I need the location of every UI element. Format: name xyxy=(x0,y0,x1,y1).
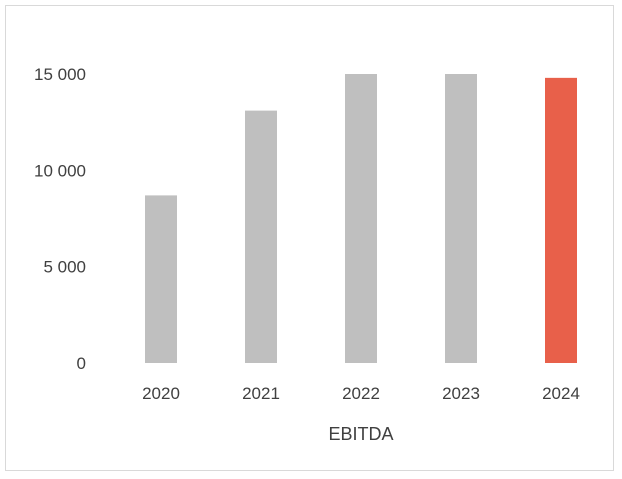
x-tick-label: 2023 xyxy=(442,384,480,403)
bar-2023 xyxy=(445,74,477,363)
y-tick-label: 0 xyxy=(77,354,86,373)
x-axis-label: EBITDA xyxy=(328,424,393,444)
bar-2024 xyxy=(545,77,577,363)
chart-frame xyxy=(5,5,614,471)
bar-2020 xyxy=(145,195,177,363)
y-tick-label: 15 000 xyxy=(34,65,86,84)
bars-group xyxy=(145,74,577,364)
y-axis-ticks: 0 5 000 10 000 15 000 xyxy=(34,65,86,373)
y-tick-label: 5 000 xyxy=(43,258,86,277)
bar-2021 xyxy=(245,110,277,364)
bar-2022 xyxy=(345,74,377,363)
x-tick-label: 2024 xyxy=(542,384,580,403)
x-tick-label: 2020 xyxy=(142,384,180,403)
x-tick-label: 2022 xyxy=(342,384,380,403)
x-axis-ticks: 2020 2021 2022 2023 2024 xyxy=(142,384,580,403)
x-tick-label: 2021 xyxy=(242,384,280,403)
y-tick-label: 10 000 xyxy=(34,161,86,180)
